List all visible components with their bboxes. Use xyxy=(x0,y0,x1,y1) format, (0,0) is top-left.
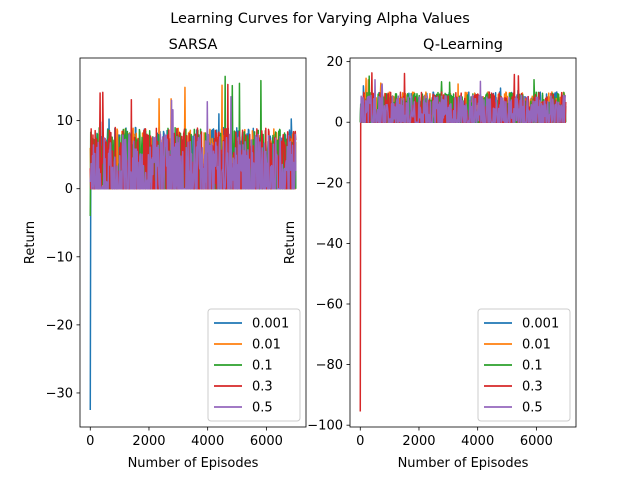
legend-label: 0.01 xyxy=(522,338,551,353)
legend-box xyxy=(477,308,571,422)
axes-frame xyxy=(79,57,307,428)
legend-label: 0.01 xyxy=(252,338,281,353)
x-axis-label: Number of Episodes xyxy=(398,456,529,471)
y-tick-label: −60 xyxy=(316,298,343,313)
legend: 0.001 0.01 0.1 0.3 0.5 xyxy=(207,308,301,422)
y-axis-label: Return xyxy=(23,221,38,264)
legend-label: 0.001 xyxy=(522,317,559,332)
legend-label: 0.1 xyxy=(522,359,543,374)
chart-title: SARSA xyxy=(169,37,218,53)
y-axis-label: Return xyxy=(283,221,298,264)
x-tick-label: 0 xyxy=(86,434,94,449)
y-tick-label: 0 xyxy=(335,116,343,131)
legend-label: 0.5 xyxy=(522,401,543,416)
x-tick-label: 6000 xyxy=(250,434,283,449)
axes-frame xyxy=(349,57,577,428)
y-tick-label: 0 xyxy=(65,182,73,197)
y-tick-label: −40 xyxy=(316,237,343,252)
figure-suptitle: Learning Curves for Varying Alpha Values xyxy=(170,11,470,27)
x-tick-label: 4000 xyxy=(191,434,224,449)
chart-panel-1: 0 2000 4000 6000 −30 −20 −10 0 10 SARSA Number of … xyxy=(23,37,307,471)
legend-box xyxy=(207,308,301,422)
x-tick-label: 4000 xyxy=(461,434,494,449)
chart-title: Q-Learning xyxy=(423,37,503,53)
legend-label: 0.1 xyxy=(252,359,273,374)
series-line-0.5 xyxy=(359,79,567,123)
x-tick-label: 6000 xyxy=(520,434,553,449)
series-line-0.5 xyxy=(89,96,297,190)
legend: 0.001 0.01 0.1 0.3 0.5 xyxy=(477,308,571,422)
y-tick-label: −80 xyxy=(316,358,343,373)
y-tick-label: 20 xyxy=(326,55,343,70)
y-tick-label: −20 xyxy=(46,318,73,333)
legend-label: 0.001 xyxy=(252,317,289,332)
legend-label: 0.3 xyxy=(252,380,273,395)
x-tick-label: 2000 xyxy=(132,434,165,449)
legend-label: 0.5 xyxy=(252,401,273,416)
y-tick-label: −20 xyxy=(316,176,343,191)
x-tick-label: 2000 xyxy=(402,434,435,449)
y-tick-label: −30 xyxy=(46,386,73,401)
x-axis-label: Number of Episodes xyxy=(128,456,259,471)
x-tick-label: 0 xyxy=(356,434,364,449)
y-tick-label: −10 xyxy=(46,250,73,265)
y-tick-label: 10 xyxy=(56,114,73,129)
y-tick-label: −100 xyxy=(307,419,343,434)
chart-panel-2: 0 2000 4000 6000 −100 −80 −60 −40 −20 0 20 Q-Learni… xyxy=(283,37,577,471)
legend-label: 0.3 xyxy=(522,380,543,395)
